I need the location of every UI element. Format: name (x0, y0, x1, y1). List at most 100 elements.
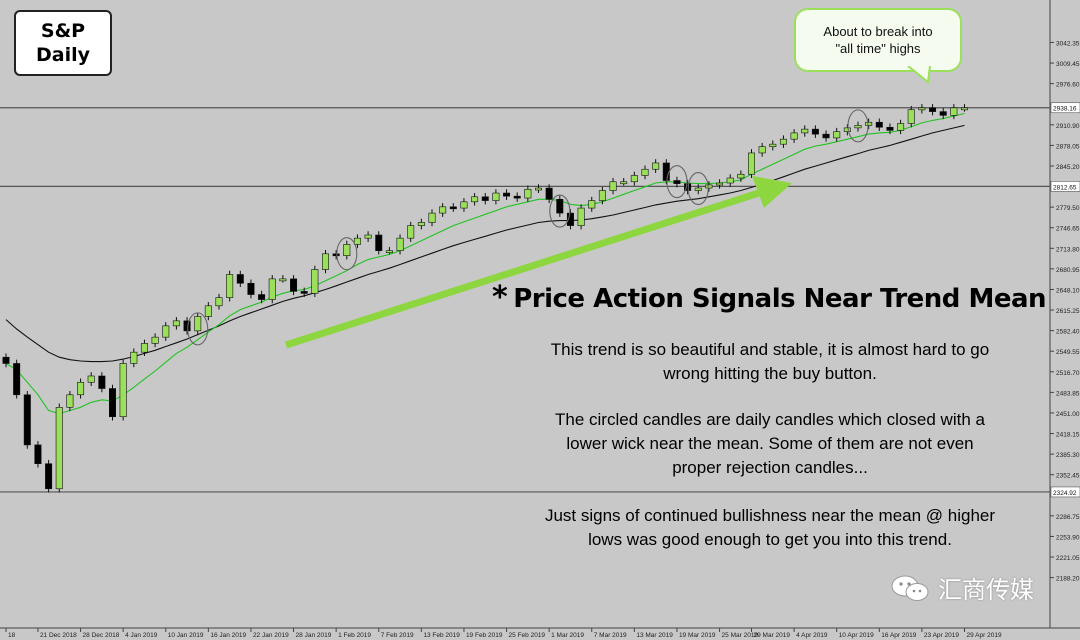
signal-circles (187, 109, 869, 346)
bull-candle (428, 212, 436, 223)
bull-candle (716, 182, 724, 186)
bull-candle (471, 196, 479, 203)
y-tick-label: 2286.75 (1056, 514, 1080, 521)
y-tick-label: 2582.40 (1056, 329, 1080, 336)
price-tag-label: 2812.65 (1053, 184, 1077, 191)
x-tick-label: 7 Mar 2019 (594, 632, 627, 639)
candles (2, 104, 968, 493)
bull-candle (694, 187, 702, 191)
bull-candle (833, 131, 841, 139)
bull-candle (439, 206, 447, 214)
x-tick-label: 4 Apr 2019 (796, 632, 828, 639)
y-tick-label: 2845.20 (1056, 164, 1080, 171)
bull-candle (151, 336, 159, 344)
bull-candle (524, 188, 532, 199)
bull-candle (385, 250, 393, 253)
price-tag-label: 2938.16 (1053, 106, 1077, 113)
fast-moving-average (5, 112, 965, 415)
bubble-line-2: "all time" highs (835, 41, 921, 56)
bull-candle (960, 107, 968, 111)
y-tick-label: 2418.15 (1056, 432, 1080, 439)
bull-candle (843, 127, 851, 132)
signal-circle (187, 312, 209, 346)
bubble-tail (907, 66, 931, 84)
bear-candle (290, 278, 298, 292)
bear-candle (822, 133, 830, 139)
paragraph-1-line-2: wrong hitting the buy button. (663, 364, 877, 383)
bear-candle (258, 294, 266, 300)
bubble-line-1: About to break into (823, 24, 933, 39)
bull-candle (215, 297, 223, 307)
bull-candle (140, 343, 148, 353)
slow-moving-average (5, 124, 965, 363)
bull-candle (226, 274, 234, 298)
x-tick-label: 25 Mar 2019 (722, 632, 759, 639)
paragraph-3-line-2: lows was good enough to get you into thi… (588, 530, 952, 549)
speech-bubble: About to break into "all time" highs (794, 8, 962, 72)
signal-circle (687, 171, 709, 206)
bear-candle (2, 356, 10, 364)
bear-candle (481, 196, 489, 201)
arrow-shaft (284, 188, 764, 349)
bull-candle (769, 143, 777, 147)
y-tick-label: 2648.10 (1056, 287, 1080, 294)
horizontal-levels: 2938.16 2812.65 2324.92 (0, 102, 1080, 498)
bull-candle (854, 125, 862, 129)
bear-candle (300, 291, 308, 294)
bear-candle (673, 180, 681, 184)
bull-candle (737, 173, 745, 179)
bear-candle (684, 183, 692, 191)
paragraph-2-line-1: The circled candles are daily candles wh… (555, 410, 985, 429)
price-tag-label: 2324.92 (1053, 490, 1077, 497)
y-tick-label: 2615.25 (1056, 308, 1080, 315)
price-tag (1050, 181, 1080, 192)
x-tick-label: 19 Feb 2019 (466, 632, 503, 639)
bear-candle (183, 320, 191, 332)
y-tick-label: 2910.90 (1056, 123, 1080, 130)
bull-candle (534, 187, 542, 191)
y-tick-label: 2779.50 (1056, 205, 1080, 212)
x-tick-label: 7 Feb 2019 (381, 632, 414, 639)
price-tag (1050, 486, 1080, 498)
y-tick-label: 2516.70 (1056, 370, 1080, 377)
trend-arrow (284, 176, 792, 349)
bull-candle (194, 316, 202, 332)
bull-candle (790, 132, 798, 140)
bull-candle (747, 152, 755, 175)
y-tick-label: 2253.90 (1056, 534, 1080, 541)
bull-candle (918, 107, 926, 111)
x-tick-label: 18 (8, 632, 16, 639)
x-tick-label: 10 Apr 2019 (839, 632, 874, 639)
bull-candle (204, 305, 212, 317)
y-tick-label: 2878.05 (1056, 143, 1080, 150)
paragraph-1-line-1: This trend is so beautiful and stable, i… (550, 340, 990, 359)
x-tick-label: 29 Mar 2019 (754, 632, 791, 639)
y-tick-label: 2483.85 (1056, 390, 1080, 397)
paragraph-2-line-2: lower wick near the mean. Some of them a… (566, 434, 974, 453)
headline-text: Price Action Signals Near Trend Mean (513, 284, 1047, 314)
bull-candle (172, 320, 180, 327)
paragraph-2-line-3: proper rejection candles... (672, 458, 868, 477)
bear-candle (449, 206, 457, 210)
bull-candle (758, 146, 766, 154)
bull-candle (801, 128, 809, 134)
bull-candle (492, 192, 500, 201)
bear-candle (236, 274, 244, 284)
wechat-icon (891, 575, 929, 601)
bear-candle (23, 394, 31, 446)
y-tick-label: 3009.45 (1056, 61, 1080, 68)
x-tick-label: 10 Jan 2019 (168, 632, 204, 639)
y-tick-label: 2221.05 (1056, 555, 1080, 562)
x-tick-label: 1 Feb 2019 (338, 632, 371, 639)
y-tick-label: 2680.95 (1056, 267, 1080, 274)
y-tick-label: 2352.45 (1056, 473, 1080, 480)
bull-candle (364, 234, 372, 239)
bear-candle (566, 212, 574, 226)
bear-candle (875, 121, 883, 128)
headline: * Price Action Signals Near Trend Mean (492, 280, 1052, 320)
paragraph-2: The circled candles are daily candles wh… (500, 408, 1040, 480)
signal-circle (666, 165, 688, 199)
x-tick-label: 4 Jan 2019 (125, 632, 158, 639)
bull-candle (77, 381, 85, 396)
